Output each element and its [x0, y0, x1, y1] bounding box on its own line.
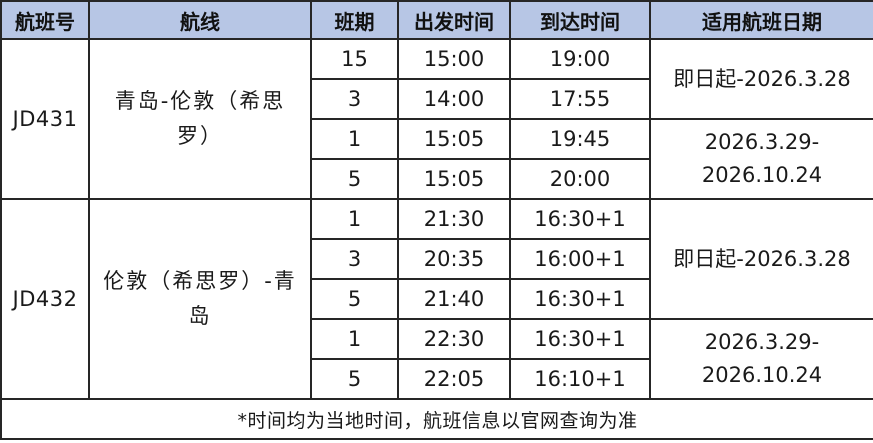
header-flight-no: 航班号	[0, 0, 90, 40]
date-range-cell: 即日起-2026.3.28	[649, 198, 873, 320]
header-days: 班期	[310, 0, 399, 40]
arrival-time-cell: 19:00	[509, 38, 651, 80]
footnote-text: *时间均为当地时间，航班信息以官网查询为准	[0, 398, 873, 440]
days-cell: 5	[310, 158, 399, 200]
departure-time-cell: 14:00	[397, 78, 511, 120]
departure-time-cell: 15:05	[397, 158, 511, 200]
table-header: 航班号 航线 班期 出发时间 到达时间 适用航班日期	[0, 0, 873, 40]
header-row: 航班号 航线 班期 出发时间 到达时间 适用航班日期	[0, 0, 873, 40]
table-footer: *时间均为当地时间，航班信息以官网查询为准	[0, 398, 873, 440]
table-row: 5 15:05 20:00	[1, 158, 873, 200]
days-cell: 5	[310, 358, 399, 400]
table-row: 5 22:05 16:10+1	[1, 358, 873, 400]
date-range-cell: 2026.3.29- 2026.10.24	[649, 118, 873, 200]
footnote-row: *时间均为当地时间，航班信息以官网查询为准	[0, 398, 873, 440]
date-range-cell: 即日起-2026.3.28	[649, 38, 873, 120]
table-row: JD432 伦敦（希思罗）-青 岛 1 21:30 16:30+1 即日起-2026.3.…	[0, 198, 873, 400]
table-row: 5 21:40 16:30+1	[1, 278, 873, 320]
departure-time-cell: 22:05	[397, 358, 511, 400]
table-row: 1 15:05 19:45 2026.3.29- 2026.10.24	[1, 118, 873, 200]
arrival-time-cell: 19:45	[509, 118, 651, 160]
days-cell: 1	[310, 118, 399, 160]
header-departure-time: 出发时间	[397, 0, 511, 40]
arrival-time-cell: 16:10+1	[509, 358, 651, 400]
table-row: JD431 青岛-伦敦（希思 罗） 15 15:00 19:00 即日起-2026.3.2…	[0, 38, 873, 200]
days-cell: 5	[310, 278, 399, 320]
table-row: 3 20:35 16:00+1	[1, 238, 873, 280]
arrival-time-cell: 16:30+1	[509, 278, 651, 320]
departure-time-cell: 21:30	[397, 198, 511, 240]
header-arrival-time: 到达时间	[509, 0, 651, 40]
arrival-time-cell: 20:00	[509, 158, 651, 200]
days-cell: 1	[310, 198, 399, 240]
flight-no-cell: JD432	[0, 198, 90, 400]
departure-time-cell: 21:40	[397, 278, 511, 320]
flight-no-cell: JD431	[0, 38, 90, 200]
arrival-time-cell: 17:55	[509, 78, 651, 120]
table-body: JD431 青岛-伦敦（希思 罗） 15 15:00 19:00 即日起-2026.3.2…	[0, 38, 873, 400]
days-cell: 3	[310, 78, 399, 120]
header-applicable-dates: 适用航班日期	[649, 0, 873, 40]
departure-time-cell: 20:35	[397, 238, 511, 280]
header-route: 航线	[88, 0, 312, 40]
departure-time-cell: 15:05	[397, 118, 511, 160]
table-row: 3 14:00 17:55	[1, 78, 873, 120]
route-cell: 伦敦（希思罗）-青 岛	[88, 198, 312, 400]
days-cell: 1	[310, 318, 399, 360]
arrival-time-cell: 16:00+1	[509, 238, 651, 280]
date-range-cell: 2026.3.29- 2026.10.24	[649, 318, 873, 400]
days-cell: 3	[310, 238, 399, 280]
arrival-time-cell: 16:30+1	[509, 318, 651, 360]
departure-time-cell: 22:30	[397, 318, 511, 360]
days-cell: 15	[310, 38, 399, 80]
arrival-time-cell: 16:30+1	[509, 198, 651, 240]
route-cell: 青岛-伦敦（希思 罗）	[88, 38, 312, 200]
table-row: 1 22:30 16:30+1 2026.3.29- 2026.10.24	[1, 318, 873, 400]
departure-time-cell: 15:00	[397, 38, 511, 80]
